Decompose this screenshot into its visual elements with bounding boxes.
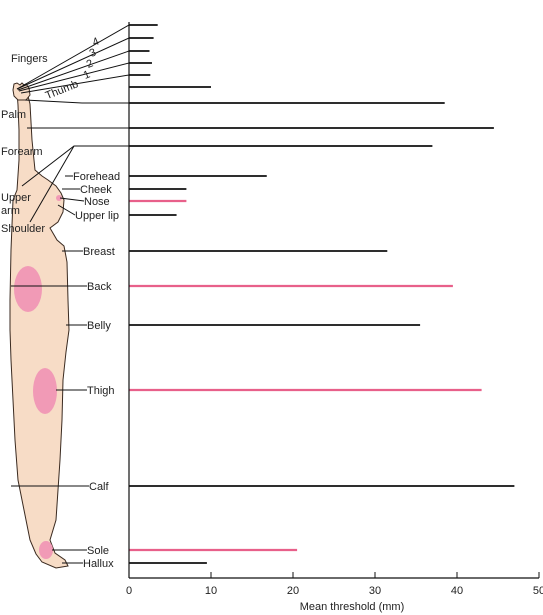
category-label-3: 3 <box>88 47 98 60</box>
sole-sensitive-area <box>39 541 53 559</box>
x-tick-label-40: 40 <box>451 585 463 597</box>
category-label-upper-lip: Upper lip <box>75 210 119 222</box>
category-label-cheek: Cheek <box>80 184 112 196</box>
leader-line-2 <box>17 50 130 91</box>
thigh-sensitive-area <box>33 368 57 414</box>
leader-line-3 <box>16 37 130 90</box>
category-label-1: 1 <box>82 69 92 82</box>
category-label-nose: Nose <box>84 196 110 208</box>
body-outline <box>9 91 70 569</box>
label-shoulder: Shoulder <box>1 223 45 235</box>
body-figure-illustration <box>9 82 70 569</box>
x-tick-label-0: 0 <box>126 585 132 597</box>
x-tick-label-30: 30 <box>369 585 381 597</box>
x-tick-label-10: 10 <box>205 585 217 597</box>
leader-line-1 <box>18 62 130 92</box>
label-palm: Palm <box>1 109 26 121</box>
x-axis-label: Mean threshold (mm) <box>300 601 405 613</box>
leader-line-shoulder <box>29 145 75 223</box>
category-label-back: Back <box>87 281 112 293</box>
leader-line-nose <box>59 197 85 202</box>
label-upper-arm-line2: arm <box>1 205 20 217</box>
category-label-thigh: Thigh <box>87 385 115 397</box>
back-sensitive-area <box>14 266 42 312</box>
x-tick-label-50: 50 <box>533 585 543 597</box>
x-axis-ticks: 0 10 20 30 40 50 <box>126 572 543 597</box>
nose-sensitive-area <box>56 195 62 201</box>
category-label-thumb: Thumb <box>44 78 80 102</box>
leader-line-palm <box>24 99 129 104</box>
category-label-sole: Sole <box>87 545 109 557</box>
label-forearm: Forearm <box>1 146 43 158</box>
category-label-breast: Breast <box>83 246 115 258</box>
leader-line-thumb <box>20 74 130 94</box>
category-label-calf: Calf <box>89 481 110 493</box>
label-upper-arm-line1: Upper <box>1 192 31 204</box>
label-fingers: Fingers <box>11 53 48 65</box>
category-label-forehead: Forehead <box>73 171 120 183</box>
category-label-belly: Belly <box>87 320 111 332</box>
category-label-hallux: Hallux <box>83 558 114 570</box>
x-tick-label-20: 20 <box>287 585 299 597</box>
category-label-2: 2 <box>85 58 95 71</box>
leader-line-upper-lip <box>57 204 76 216</box>
bars-group <box>129 24 515 564</box>
category-label-4: 4 <box>91 36 101 49</box>
